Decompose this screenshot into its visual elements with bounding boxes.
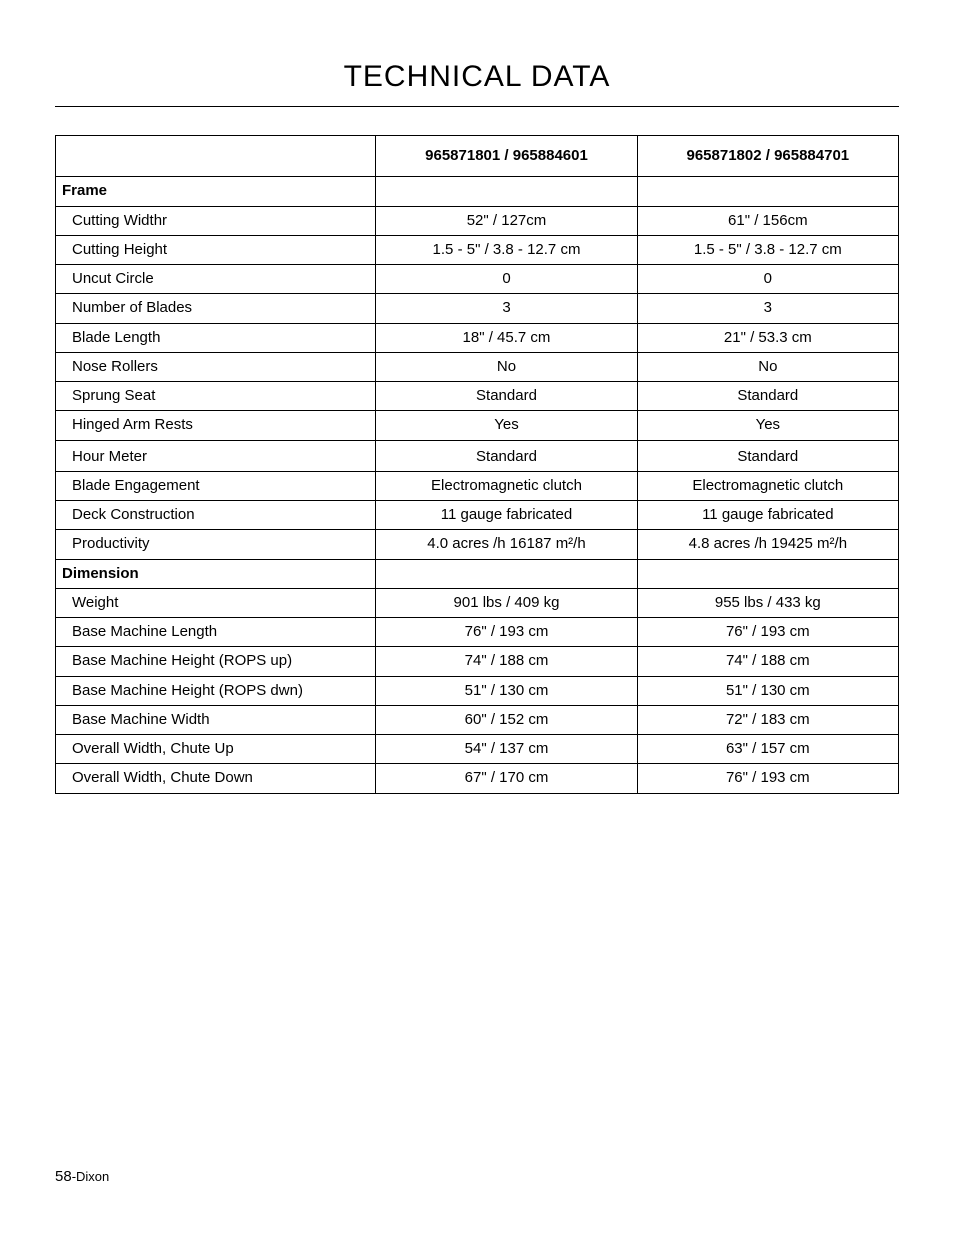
row-value-b: 72" / 183 cm: [637, 705, 898, 734]
col-header-model-b: 965871802 / 965884701: [637, 136, 898, 177]
table-row: Hinged Arm RestsYesYes: [56, 411, 899, 440]
row-value-a: 1.5 - 5" / 3.8 - 12.7 cm: [376, 235, 637, 264]
row-value-b: 61" / 156cm: [637, 206, 898, 235]
row-label: Cutting Height: [56, 235, 376, 264]
row-label: Base Machine Width: [56, 705, 376, 734]
row-label: Hour Meter: [56, 440, 376, 471]
table-row: Base Machine Height (ROPS up)74" / 188 c…: [56, 647, 899, 676]
table-row: Cutting Widthr52" / 127cm61" / 156cm: [56, 206, 899, 235]
row-label: Nose Rollers: [56, 352, 376, 381]
row-label: Base Machine Height (ROPS dwn): [56, 676, 376, 705]
table-row: Productivity4.0 acres /h 16187 m²/h4.8 a…: [56, 530, 899, 559]
row-value-a: 52" / 127cm: [376, 206, 637, 235]
row-value-b: 955 lbs / 433 kg: [637, 588, 898, 617]
row-value-a: 67" / 170 cm: [376, 764, 637, 793]
table-row: Number of Blades33: [56, 294, 899, 323]
row-value-b: Yes: [637, 411, 898, 440]
spec-table: 965871801 / 965884601 965871802 / 965884…: [55, 135, 899, 794]
row-value-a: 74" / 188 cm: [376, 647, 637, 676]
row-label: Productivity: [56, 530, 376, 559]
row-label: Deck Construction: [56, 501, 376, 530]
table-row: Base Machine Height (ROPS dwn)51" / 130 …: [56, 676, 899, 705]
section-row: Dimension: [56, 559, 899, 588]
table-row: Cutting Height1.5 - 5" / 3.8 - 12.7 cm1.…: [56, 235, 899, 264]
table-row: Blade Length18" / 45.7 cm21" / 53.3 cm: [56, 323, 899, 352]
row-value-a: 3: [376, 294, 637, 323]
table-row: Uncut Circle00: [56, 265, 899, 294]
section-row: Frame: [56, 177, 899, 206]
row-value-a: Yes: [376, 411, 637, 440]
row-label: Base Machine Length: [56, 618, 376, 647]
table-row: Hour MeterStandardStandard: [56, 440, 899, 471]
row-value-a: No: [376, 352, 637, 381]
table-row: Base Machine Length76" / 193 cm76" / 193…: [56, 618, 899, 647]
row-value-a: 11 gauge fabricated: [376, 501, 637, 530]
page-title: TECHNICAL DATA: [55, 60, 899, 107]
row-value-b: 51" / 130 cm: [637, 676, 898, 705]
row-value-b: Standard: [637, 382, 898, 411]
row-value-b: 76" / 193 cm: [637, 764, 898, 793]
table-row: Overall Width, Chute Up54" / 137 cm63" /…: [56, 735, 899, 764]
row-label: Blade Length: [56, 323, 376, 352]
table-row: Blade EngagementElectromagnetic clutchEl…: [56, 471, 899, 500]
section-name: Frame: [56, 177, 376, 206]
row-value-a: 51" / 130 cm: [376, 676, 637, 705]
table-row: Base Machine Width60" / 152 cm72" / 183 …: [56, 705, 899, 734]
page: TECHNICAL DATA 965871801 / 965884601 965…: [0, 0, 954, 1235]
row-label: Uncut Circle: [56, 265, 376, 294]
row-label: Overall Width, Chute Up: [56, 735, 376, 764]
row-value-a: 4.0 acres /h 16187 m²/h: [376, 530, 637, 559]
row-value-a: Standard: [376, 440, 637, 471]
page-number: 58: [55, 1168, 72, 1185]
row-value-b: Standard: [637, 440, 898, 471]
row-label: Blade Engagement: [56, 471, 376, 500]
row-value-b: 11 gauge fabricated: [637, 501, 898, 530]
col-header-model-a: 965871801 / 965884601: [376, 136, 637, 177]
row-label: Cutting Widthr: [56, 206, 376, 235]
row-label: Sprung Seat: [56, 382, 376, 411]
row-value-b: 76" / 193 cm: [637, 618, 898, 647]
col-header-label: [56, 136, 376, 177]
row-label: Number of Blades: [56, 294, 376, 323]
row-value-a: 0: [376, 265, 637, 294]
row-value-b: No: [637, 352, 898, 381]
row-value-b: 4.8 acres /h 19425 m²/h: [637, 530, 898, 559]
row-label: Weight: [56, 588, 376, 617]
row-value-a: Standard: [376, 382, 637, 411]
page-footer: 58-Dixon: [55, 1168, 109, 1185]
footer-brand: -Dixon: [72, 1169, 110, 1184]
row-value-a: 76" / 193 cm: [376, 618, 637, 647]
row-value-b: 0: [637, 265, 898, 294]
row-value-b: 21" / 53.3 cm: [637, 323, 898, 352]
table-row: Weight901 lbs / 409 kg955 lbs / 433 kg: [56, 588, 899, 617]
table-row: Nose RollersNoNo: [56, 352, 899, 381]
table-row: Deck Construction11 gauge fabricated11 g…: [56, 501, 899, 530]
row-value-b: 74" / 188 cm: [637, 647, 898, 676]
row-value-a: 901 lbs / 409 kg: [376, 588, 637, 617]
row-value-b: 1.5 - 5" / 3.8 - 12.7 cm: [637, 235, 898, 264]
row-value-b: 3: [637, 294, 898, 323]
section-name: Dimension: [56, 559, 376, 588]
row-label: Overall Width, Chute Down: [56, 764, 376, 793]
table-header-row: 965871801 / 965884601 965871802 / 965884…: [56, 136, 899, 177]
row-value-b: 63" / 157 cm: [637, 735, 898, 764]
row-value-a: 18" / 45.7 cm: [376, 323, 637, 352]
row-label: Hinged Arm Rests: [56, 411, 376, 440]
row-label: Base Machine Height (ROPS up): [56, 647, 376, 676]
row-value-a: 54" / 137 cm: [376, 735, 637, 764]
row-value-a: 60" / 152 cm: [376, 705, 637, 734]
row-value-b: Electromagnetic clutch: [637, 471, 898, 500]
table-row: Sprung SeatStandardStandard: [56, 382, 899, 411]
table-row: Overall Width, Chute Down67" / 170 cm76"…: [56, 764, 899, 793]
row-value-a: Electromagnetic clutch: [376, 471, 637, 500]
